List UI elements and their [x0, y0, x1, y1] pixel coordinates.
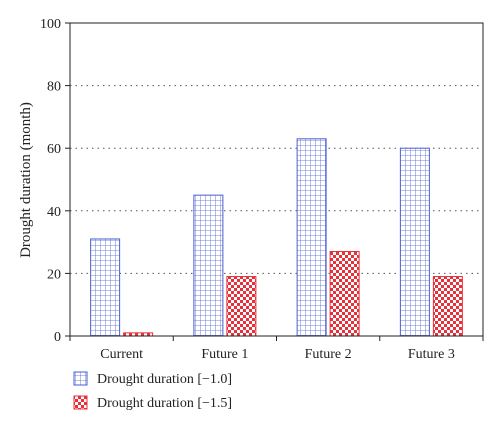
y-tick-label: 20 — [47, 267, 61, 282]
legend-label: Drought duration [−1.5] — [97, 396, 232, 411]
legend: Drought duration [−1.0] Drought duration … — [73, 371, 232, 411]
bar-1-future-1 — [193, 194, 224, 337]
y-tick-label: 40 — [47, 205, 61, 220]
x-tick-label: Future 2 — [305, 347, 352, 362]
x-tick-label: Current — [100, 347, 143, 362]
y-tick-label: 100 — [40, 17, 61, 32]
y-axis: 0 20 40 60 80 100 — [40, 17, 70, 345]
x-axis: Current Future 1 Future 2 Future 3 — [69, 336, 484, 362]
y-tick-label: 60 — [47, 142, 61, 157]
x-tick-label: Future 3 — [408, 347, 455, 362]
bar-2-future-2 — [329, 250, 360, 337]
bars — [90, 138, 463, 337]
y-tick-label: 80 — [47, 80, 61, 95]
bar-2-future-1 — [226, 276, 257, 337]
legend-label: Drought duration [−1.0] — [97, 372, 232, 387]
bar-1-future-3 — [399, 147, 430, 337]
y-tick-label: 0 — [54, 330, 61, 345]
x-tick-label: Future 1 — [201, 347, 248, 362]
y-axis-title: Drought duration (month) — [18, 102, 34, 258]
bar-1-current — [90, 238, 121, 337]
bar-1-future-2 — [296, 138, 327, 337]
bar-2-future-3 — [432, 276, 463, 337]
legend-swatch — [73, 395, 88, 410]
legend-swatch — [73, 371, 88, 386]
